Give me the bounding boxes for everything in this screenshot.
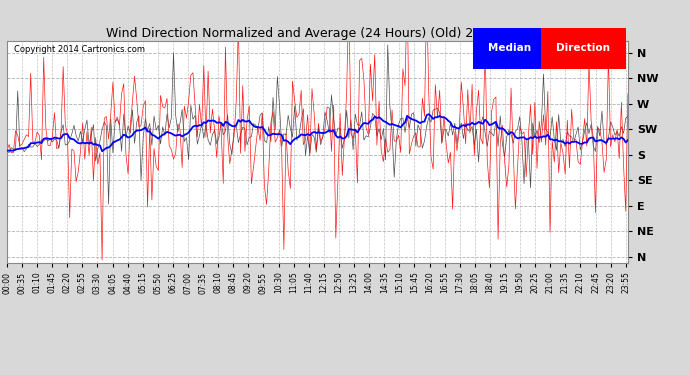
- Text: Median: Median: [489, 44, 531, 54]
- Text: Copyright 2014 Cartronics.com: Copyright 2014 Cartronics.com: [14, 45, 145, 54]
- Text: Direction: Direction: [556, 44, 611, 54]
- Title: Wind Direction Normalized and Average (24 Hours) (Old) 20140705: Wind Direction Normalized and Average (2…: [106, 27, 529, 40]
